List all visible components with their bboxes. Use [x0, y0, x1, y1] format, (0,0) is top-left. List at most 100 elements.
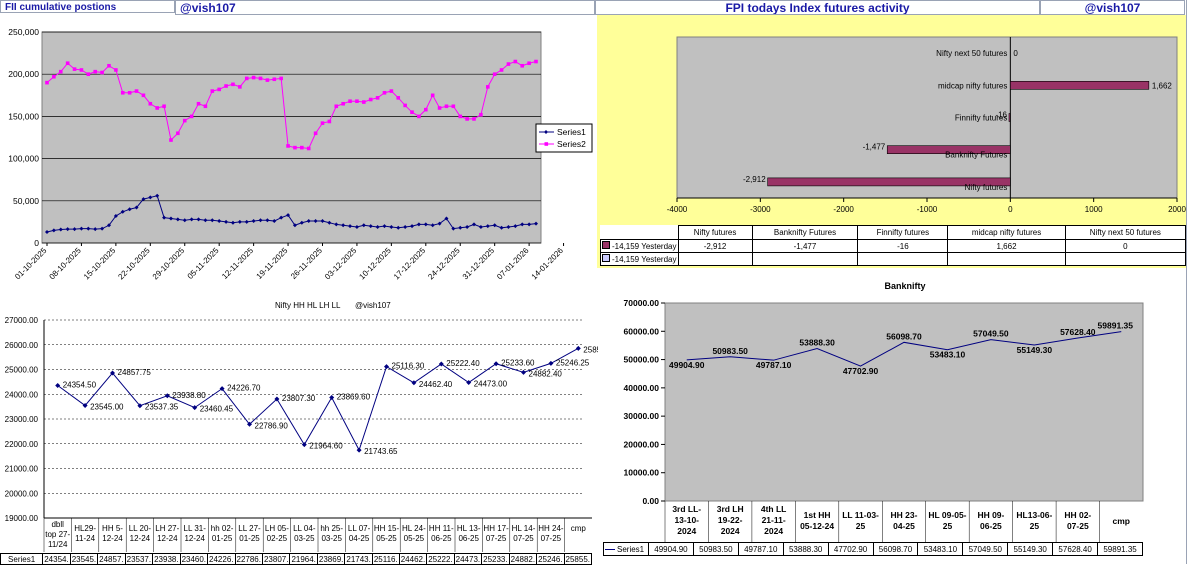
fii-series1-point [45, 230, 49, 235]
nifty-category-label: LH 05- [265, 524, 289, 533]
fii-series1-point [244, 219, 249, 224]
banknifty-category-label: HH 02- [1064, 510, 1091, 520]
nifty-point [192, 405, 198, 411]
nifty-y-tick-label: 19000.00 [5, 514, 39, 523]
fii-series2-point [334, 104, 339, 109]
nifty-table-cell: 25222. [426, 553, 455, 565]
banknifty-table-cell: 49787.10 [737, 542, 784, 556]
nifty-category-label: HH 5- [102, 524, 123, 533]
fii-series2-point [231, 82, 235, 87]
fii-legend-marker [544, 142, 549, 146]
fii-series1-point [354, 224, 359, 229]
fii-series2-point [286, 144, 290, 148]
nifty-data-label: 23938.80 [172, 391, 206, 400]
fii-x-tick-label: 26-11-2025 [289, 246, 324, 281]
fpi-category-label: Banknifty Futures [945, 151, 1007, 160]
fii-series2-point [403, 103, 407, 108]
fii-legend-label: Series1 [557, 127, 586, 137]
fii-series1-point [506, 224, 511, 229]
fii-series2-point [430, 93, 435, 98]
banknifty-y-tick-label: 40000.00 [624, 383, 660, 393]
banknifty-table-cell: 49904.90 [648, 542, 694, 556]
nifty-y-tick-label: 22000.00 [5, 440, 39, 449]
fii-series1-point [127, 207, 132, 212]
banknifty-y-tick-label: 0.00 [642, 496, 659, 506]
banknifty-table-cell: 59891.35 [1097, 542, 1143, 556]
scroll-edge [1186, 0, 1199, 564]
banknifty-data-label: 56098.70 [886, 331, 922, 341]
nifty-table-cell: 23807. [261, 553, 291, 565]
banknifty-category-label: 25 [1030, 521, 1040, 531]
fii-series2-point [272, 77, 277, 82]
banknifty-category-label: HL 09-05- [928, 510, 966, 520]
fii-series1-point [182, 218, 187, 223]
fii-series1-point [306, 219, 311, 224]
fii-legend-marker [544, 130, 548, 134]
banknifty-y-tick-label: 60000.00 [624, 326, 660, 336]
nifty-table-cell: 24462. [398, 553, 428, 565]
fpi-row2-label: -14,159 Yesterday [612, 255, 677, 264]
banknifty-plot-area [664, 302, 1144, 502]
fpi-row-label: -14,159 Yesterday [600, 252, 679, 266]
fpi-x-tick-label: 0 [1008, 205, 1013, 214]
fii-series2-point [472, 117, 476, 121]
fpi-table-cell [947, 252, 1066, 266]
fii-series1-point [437, 221, 442, 226]
handle-label-2: @vish107 [1040, 0, 1185, 15]
fii-series2-point [458, 114, 463, 119]
nifty-category-label: 05-25 [404, 534, 425, 543]
fii-series2-point [506, 62, 511, 66]
fii-series2-point [451, 104, 456, 109]
banknifty-y-tick-label: 70000.00 [624, 298, 660, 308]
fii-series2-point [58, 69, 63, 74]
nifty-table-cell: 24226. [207, 553, 236, 565]
fii-x-tick-label: 17-12-2025 [392, 246, 428, 282]
banknifty-category-label: 19-22- [718, 515, 743, 525]
nifty-y-tick-label: 27000.00 [5, 316, 39, 325]
nifty-category-label: 04-25 [349, 534, 370, 543]
nifty-y-tick-label: 25000.00 [5, 366, 39, 375]
fii-series2-point [513, 59, 518, 64]
fii-series1-point [403, 224, 408, 229]
nifty-table-cell: 23545. [69, 553, 99, 565]
fii-series1-point [141, 197, 146, 202]
nifty-data-label: 23807.30 [282, 394, 316, 403]
nifty-category-label: HH 17- [483, 524, 509, 533]
nifty-point [110, 370, 115, 376]
nifty-data-label: 24473.00 [474, 380, 508, 389]
fii-series1-point [286, 213, 291, 218]
nifty-category-label: hh 02- [211, 524, 234, 533]
nifty-category-label: 07-25 [486, 534, 507, 543]
banknifty-category-label: 13-10- [674, 515, 699, 525]
fii-series2-point [479, 112, 483, 117]
nifty-category-label: HL 24- [402, 524, 426, 533]
banknifty-category-label: 1st HH [804, 510, 831, 520]
fii-series2-point [389, 89, 394, 93]
fii-series1-point [348, 224, 353, 229]
nifty-point [493, 361, 499, 367]
nifty-category-label: LH 27- [155, 524, 179, 533]
nifty-category-label: dbll [51, 520, 64, 529]
fii-series1-point [520, 222, 525, 227]
fii-y-tick-label: 150,000 [8, 111, 39, 121]
nifty-data-label: 24354.50 [63, 380, 97, 389]
nifty-data-label: 24226.70 [227, 384, 261, 393]
banknifty-table-cell: 57049.50 [962, 542, 1009, 556]
fpi-table-cell: 1,662 [947, 239, 1066, 253]
nifty-data-label: 25222.40 [446, 359, 480, 368]
fpi-bar [886, 145, 1011, 154]
nifty-series-line [57, 347, 579, 452]
nifty-data-label: 24857.75 [118, 368, 152, 377]
banknifty-category-label: 06-25 [980, 521, 1002, 531]
fii-series2-point [396, 96, 401, 100]
nifty-category-label: 06-25 [431, 534, 452, 543]
fii-series2-point [279, 76, 283, 81]
banknifty-y-tick-label: 20000.00 [624, 439, 660, 449]
handle-label-1: @vish107 [175, 0, 595, 15]
fii-series2-point [210, 89, 215, 93]
fii-series1-point [210, 218, 215, 223]
nifty-category-label: 02-25 [267, 534, 288, 543]
nifty-category-label: 06-25 [458, 534, 479, 543]
fii-x-tick-label: 12-11-2025 [220, 246, 255, 281]
